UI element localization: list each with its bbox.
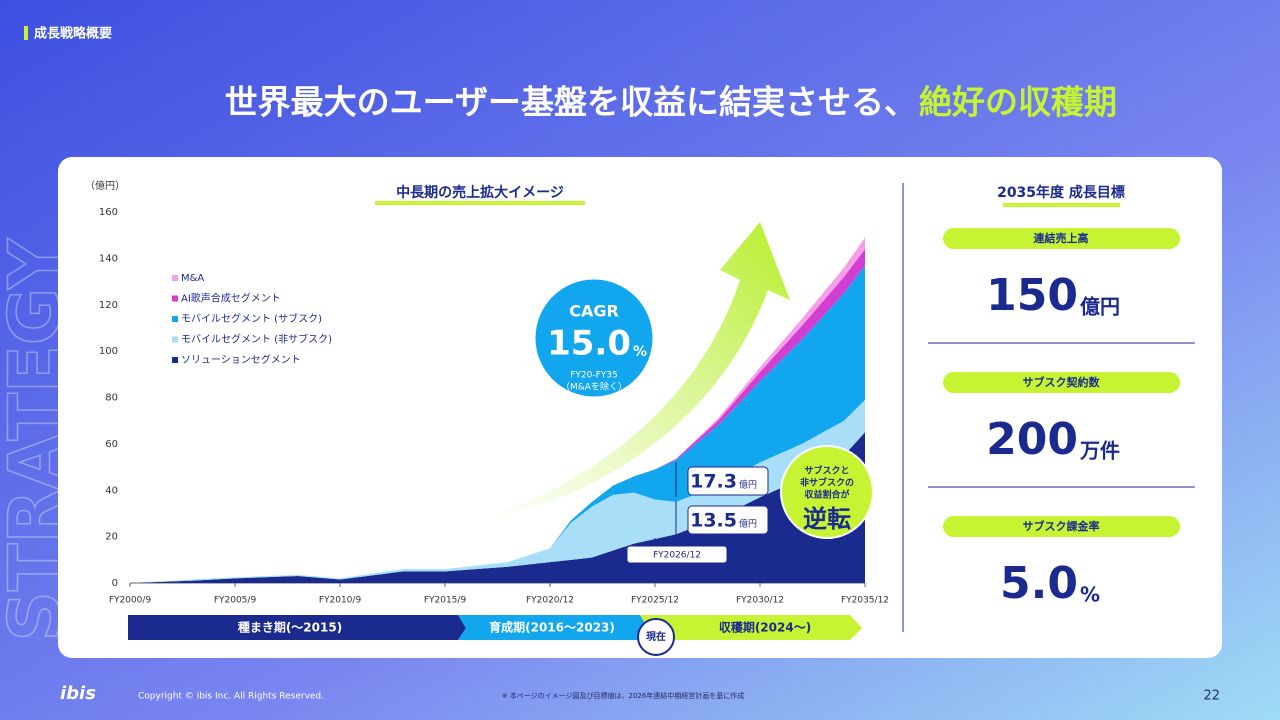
- area: [130, 432, 865, 583]
- legend-label: モバイルセグメント (サブスク): [181, 312, 322, 325]
- legend-label: M&A: [181, 273, 204, 284]
- y-tick-label: 120: [99, 300, 118, 311]
- cagr-note: （M&Aを除く）: [561, 381, 627, 393]
- page-title: 世界最大のユーザー基盤を収益に結実させる、: [225, 83, 917, 122]
- bubble-text: サブスクと: [804, 465, 849, 477]
- y-tick-label: 80: [105, 393, 118, 404]
- chart-title: 中長期の売上拡大イメージ: [396, 184, 564, 201]
- target-value: 150: [986, 270, 1078, 321]
- now-badge: [637, 618, 675, 656]
- x-tick-label: FY2005/9: [214, 596, 257, 606]
- x-tick-label: FY2000/9: [109, 596, 152, 606]
- marker-box: [626, 545, 728, 564]
- legend-swatch: [172, 275, 178, 281]
- bubble-emphasis: 逆転: [803, 505, 851, 533]
- y-tick-label: 60: [105, 439, 118, 450]
- copyright: Copyright © ibis Inc. All Rights Reserve…: [138, 692, 324, 702]
- y-tick-label: 160: [99, 207, 118, 218]
- phase-label: 種まき期(〜2015): [238, 620, 342, 635]
- x-tick-label: FY2015/9: [424, 596, 467, 606]
- target-pill: [943, 516, 1180, 537]
- bubble: [780, 445, 874, 539]
- target-label: サブスク課金率: [1023, 519, 1100, 533]
- x-tick-label: FY2020/12: [526, 596, 574, 606]
- annotation-value: 17.3: [690, 471, 737, 493]
- legend-label: AI歌声合成セグメント: [181, 292, 281, 305]
- target-label: サブスク契約数: [1023, 375, 1101, 389]
- annotation-box: [687, 505, 769, 535]
- cagr-label: CAGR: [569, 302, 619, 321]
- annotation-unit: 億円: [739, 518, 757, 530]
- annotation-box: [687, 466, 769, 496]
- bubble-text: 非サブスクの: [800, 477, 854, 489]
- y-tick-label: 100: [99, 346, 118, 357]
- marker-pointer: [649, 538, 661, 546]
- target-unit: 万件: [1079, 439, 1120, 463]
- target-value: 200: [986, 414, 1078, 465]
- y-tick-label: 140: [99, 253, 118, 264]
- y-unit: （億円）: [85, 179, 125, 192]
- targets-title: 2035年度 成長目標: [997, 184, 1125, 201]
- marker-label: FY2026/12: [653, 551, 701, 561]
- title-underline: [375, 201, 585, 205]
- logo: ibis: [60, 683, 96, 704]
- annotation-value: 13.5: [690, 510, 737, 532]
- annotation-unit: 億円: [739, 479, 757, 491]
- legend-label: ソリューションセグメント: [181, 353, 301, 366]
- phase-label: 収穫期(2024〜): [719, 620, 811, 635]
- x-tick-label: FY2030/12: [736, 596, 784, 606]
- cagr-unit: %: [633, 344, 647, 360]
- x-tick-label: FY2010/9: [319, 596, 362, 606]
- cagr-circle: [532, 276, 656, 400]
- phase-bar: [128, 615, 466, 640]
- target-label: 連結売上高: [1034, 231, 1089, 245]
- legend-swatch: [172, 336, 178, 343]
- legend-swatch: [172, 357, 178, 363]
- cagr-value: 15.0: [547, 324, 631, 364]
- phase-label: 育成期(2016〜2023): [489, 620, 615, 635]
- phase-bar: [640, 615, 862, 640]
- target-underline: [1003, 203, 1120, 207]
- y-tick-label: 0: [112, 578, 118, 589]
- footnote: ※ 本ページのイメージ図及び目標値は、2026年連結中期経営計画を基に作成: [502, 691, 745, 700]
- y-tick-label: 20: [105, 532, 118, 543]
- target-unit: 億円: [1080, 295, 1120, 319]
- target-unit: %: [1080, 583, 1100, 607]
- growth-arrow: [480, 222, 790, 520]
- section-bar: [24, 26, 28, 40]
- now-label: 現在: [646, 630, 666, 643]
- legend-swatch: [172, 316, 178, 322]
- card: [58, 157, 1222, 658]
- section-label: 成長戦略概要: [34, 26, 112, 42]
- target-pill: [943, 228, 1180, 249]
- x-tick-label: FY2025/12: [631, 596, 679, 606]
- legend-swatch: [172, 295, 178, 302]
- target-value: 5.0: [1000, 558, 1078, 609]
- legend-label: モバイルセグメント (非サブスク): [181, 333, 332, 346]
- target-pill: [943, 372, 1180, 393]
- phase-bar: [458, 615, 648, 640]
- page-number: 22: [1203, 689, 1220, 704]
- y-tick-label: 40: [105, 485, 118, 496]
- cagr-note: FY20-FY35: [570, 371, 618, 381]
- page-title-highlight: 絶好の収穫期: [919, 83, 1117, 122]
- x-tick-label: FY2035/12: [841, 596, 889, 606]
- bubble-text: 収益割合が: [804, 489, 850, 501]
